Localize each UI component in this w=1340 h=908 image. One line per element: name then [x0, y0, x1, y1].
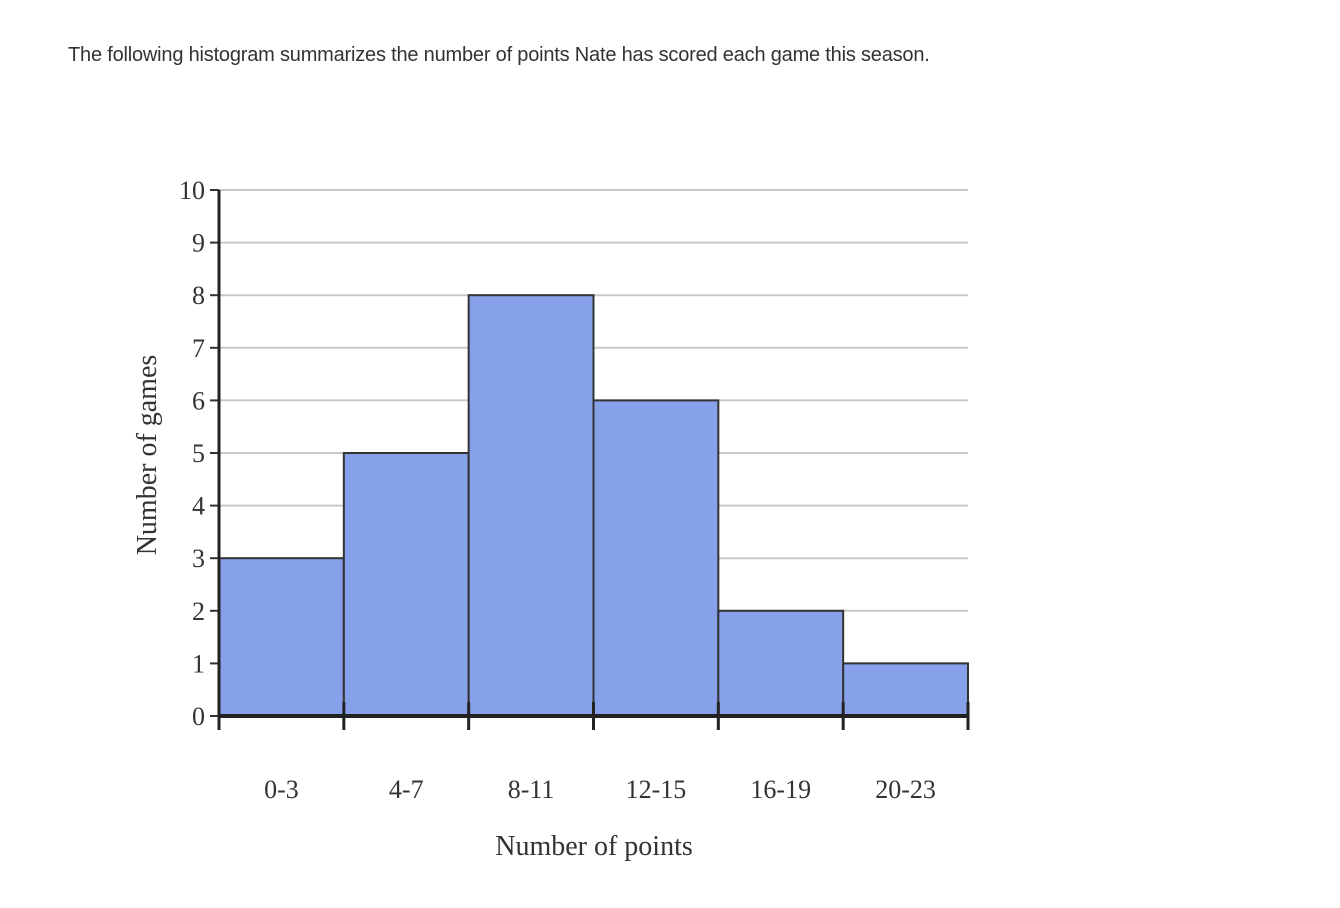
bar	[467, 294, 595, 717]
x-tick-label: 12-15	[626, 775, 687, 804]
y-tick-label: 5	[192, 439, 205, 468]
y-tick-labels: 0 1 2 3 4 5 6 7 8 9 10	[179, 176, 205, 731]
y-tick-label: 4	[192, 492, 205, 521]
bars	[218, 294, 970, 718]
x-tick-label: 20-23	[875, 775, 936, 804]
x-tick-label: 4-7	[389, 775, 424, 804]
x-axis-title: Number of points	[495, 831, 693, 862]
y-tick-label: 8	[192, 281, 205, 310]
bar	[342, 452, 470, 717]
y-tick-label: 1	[192, 649, 205, 678]
y-axis-title: Number of games	[132, 355, 163, 556]
intro-text: The following histogram summarizes the n…	[68, 44, 930, 66]
y-tick-label: 9	[192, 229, 205, 258]
y-tick-label: 3	[192, 544, 205, 573]
x-tick-label: 8-11	[508, 775, 555, 804]
y-tick-label: 0	[192, 702, 205, 731]
y-tick-label: 10	[179, 176, 205, 205]
y-tick-label: 2	[192, 597, 205, 626]
x-tick-label: 0-3	[264, 775, 299, 804]
y-tick-label: 6	[192, 386, 205, 415]
bar	[218, 557, 345, 718]
x-tick-labels: 0-3 4-7 8-11 12-15 16-19 20-23	[264, 775, 936, 804]
bar	[592, 399, 720, 717]
x-tick-label: 16-19	[750, 775, 811, 804]
bar	[717, 609, 845, 717]
y-tick-label: 7	[192, 334, 205, 363]
axes	[210, 189, 970, 730]
bar	[842, 662, 970, 718]
